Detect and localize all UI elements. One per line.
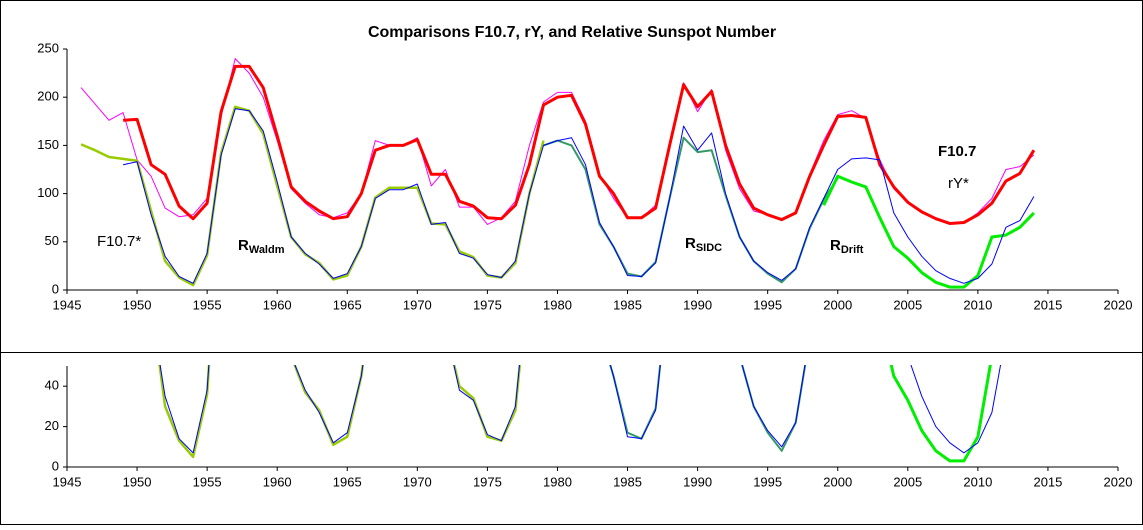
series-label-main: rY* (948, 175, 969, 192)
series-label-main: R (685, 235, 696, 252)
x-tick-label: 1955 (193, 474, 222, 489)
x-tick-label: 2005 (893, 297, 922, 312)
x-tick-label: 2020 (1104, 474, 1133, 489)
series-line (822, 174, 1035, 289)
chart-title: Comparisons F10.7, rY, and Relative Suns… (368, 24, 776, 41)
series-label-main: F10.7* (97, 233, 141, 250)
x-tick-label: 1950 (123, 474, 152, 489)
x-tick-label: 1970 (403, 297, 432, 312)
x-tick-label: 2000 (823, 297, 852, 312)
series-line (123, 0, 1034, 328)
y-tick-label: 200 (37, 89, 59, 104)
series-label-main: F10.7 (938, 143, 976, 160)
y-tick-label: 50 (45, 233, 59, 248)
series-line (81, 0, 1034, 330)
x-tick-label: 1995 (753, 474, 782, 489)
series-label: RWaldm (238, 237, 285, 256)
y-tick-label: 100 (37, 185, 59, 200)
x-tick-label: 1960 (263, 297, 292, 312)
y-tick-label: 0 (52, 458, 59, 473)
x-tick-label: 1975 (473, 297, 502, 312)
series-label-sub: Waldm (249, 244, 285, 256)
y-tick-label: 40 (45, 378, 59, 393)
x-tick-label: 1975 (473, 474, 502, 489)
series-label: F10.7 (938, 143, 976, 160)
bottom-frame (0, 352, 1143, 525)
x-tick-label: 1945 (53, 297, 82, 312)
series-label: F10.7* (97, 233, 141, 250)
x-tick-label: 1965 (333, 297, 362, 312)
x-tick-label: 2010 (963, 297, 992, 312)
series-label-sub: SIDC (696, 242, 722, 254)
x-tick-label: 1960 (263, 474, 292, 489)
series-line (159, 365, 1002, 454)
x-tick-label: 2005 (893, 474, 922, 489)
x-tick-label: 1965 (333, 474, 362, 489)
x-tick-label: 2015 (1033, 474, 1062, 489)
x-tick-label: 1995 (753, 297, 782, 312)
plot-area (81, 0, 1034, 463)
x-tick-label: 2015 (1033, 297, 1062, 312)
x-tick-label: 1950 (123, 297, 152, 312)
series-line (123, 64, 1036, 225)
x-tick-label: 1945 (53, 474, 82, 489)
series-label-main: R (830, 237, 841, 254)
x-tick-label: 1980 (543, 297, 572, 312)
y-tick-label: 20 (45, 418, 59, 433)
x-tick-label: 2010 (963, 474, 992, 489)
x-tick-label: 1990 (683, 474, 712, 489)
series-label: RSIDC (685, 235, 722, 254)
y-tick-label: 0 (52, 281, 59, 296)
x-tick-label: 2020 (1104, 297, 1133, 312)
x-tick-label: 1980 (543, 474, 572, 489)
series-label: RDrift (830, 237, 864, 256)
series-line (543, 136, 839, 284)
x-tick-label: 1985 (613, 474, 642, 489)
y-tick-label: 150 (37, 137, 59, 152)
y-tick-label: 250 (37, 40, 59, 55)
plot-area (80, 58, 1036, 289)
series-line (122, 108, 1035, 284)
x-tick-label: 1955 (193, 297, 222, 312)
series-label-main: R (238, 237, 249, 254)
series-label: rY* (948, 175, 969, 192)
series-line (609, 365, 807, 452)
series-line (889, 365, 992, 463)
x-tick-label: 1990 (683, 297, 712, 312)
x-tick-label: 1985 (613, 297, 642, 312)
x-tick-label: 1970 (403, 474, 432, 489)
series-label-sub: Drift (841, 244, 864, 256)
x-tick-label: 2000 (823, 474, 852, 489)
